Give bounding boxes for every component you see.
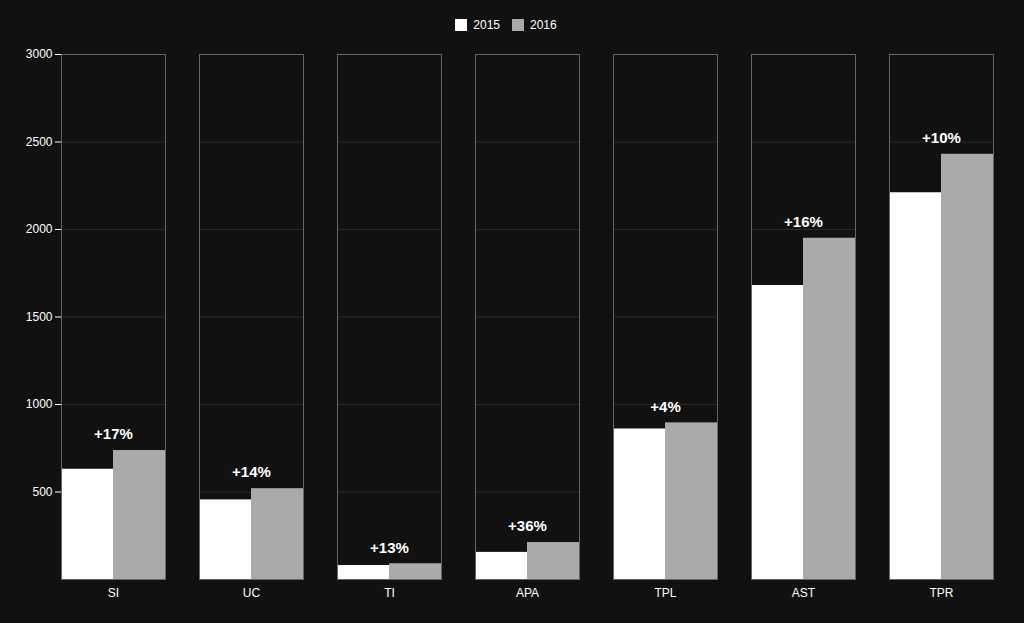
svg-text:TPL: TPL [654,586,676,600]
svg-text:500: 500 [32,485,52,499]
svg-text:APA: APA [516,586,539,600]
html-text:2015: 2015 [473,17,500,32]
svg-text:+17%: +17% [94,425,133,442]
svg-text:1000: 1000 [26,397,53,411]
svg-text:2500: 2500 [26,135,53,149]
svg-text:+14%: +14% [232,463,271,480]
svg-text:TI: TI [384,586,395,600]
svg-text:1500: 1500 [26,310,53,324]
svg-text:UC: UC [243,586,261,600]
svg-text:2000: 2000 [26,222,53,236]
svg-text:+16%: +16% [784,213,823,230]
svg-text:+13%: +13% [370,539,409,556]
svg-text:TPR: TPR [930,586,954,600]
svg-text:SI: SI [108,586,119,600]
svg-text:+36%: +36% [508,517,547,534]
svg-text:3000: 3000 [26,47,53,61]
svg-text:+10%: +10% [922,129,961,146]
html-text:2016: 2016 [530,17,557,32]
svg-text:+4%: +4% [650,398,680,415]
svg-text:AST: AST [792,586,816,600]
